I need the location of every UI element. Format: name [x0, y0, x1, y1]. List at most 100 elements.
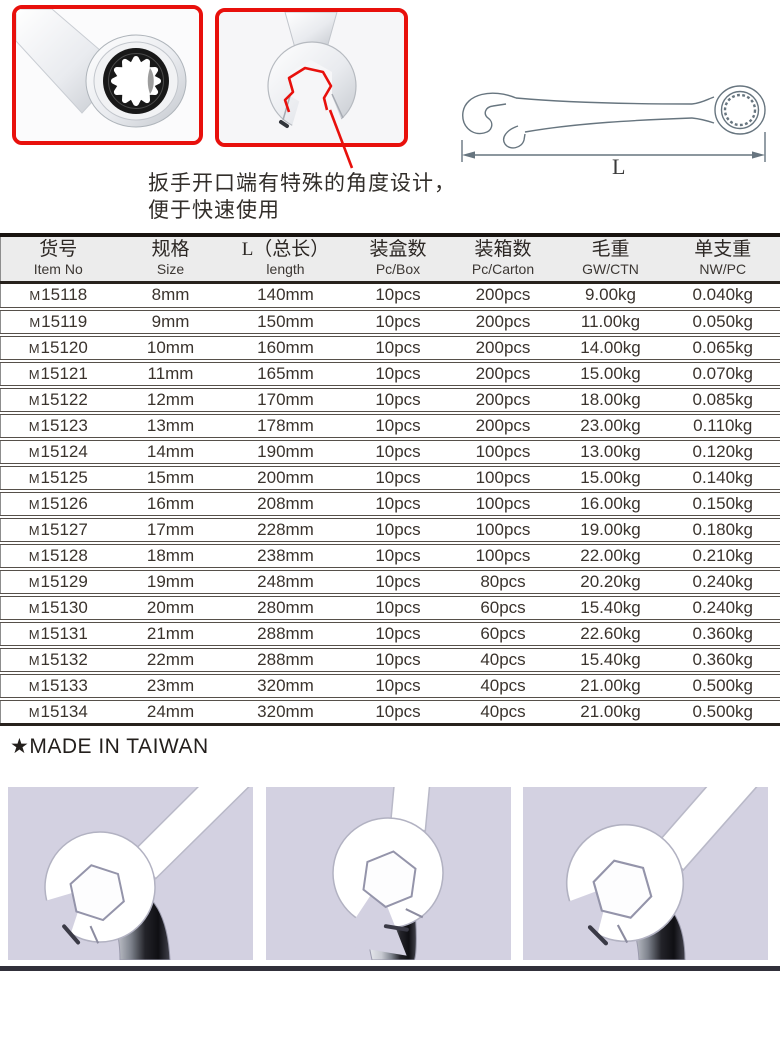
cell-size: 19mm	[115, 568, 226, 597]
open-end-special-angle-icon	[219, 12, 404, 143]
cell-pc-carton: 40pcs	[450, 646, 556, 675]
cell-length: 320mm	[225, 672, 346, 701]
cell-length: 288mm	[225, 620, 346, 649]
cell-length: 190mm	[225, 438, 346, 467]
cell-size: 8mm	[115, 282, 226, 311]
cell-length: 280mm	[225, 594, 346, 623]
cell-pc-box: 10pcs	[345, 308, 451, 337]
cell-length: 228mm	[225, 516, 346, 545]
cell-length: 248mm	[225, 568, 346, 597]
table-row: M15122 12mm 170mm 10pcs 200pcs 18.00kg 0…	[0, 386, 780, 415]
cell-item-no: M15129	[0, 568, 116, 597]
table-row: M15120 10mm 160mm 10pcs 200pcs 14.00kg 0…	[0, 334, 780, 363]
cell-item-no: M15130	[0, 594, 116, 623]
cell-pc-box: 10pcs	[345, 386, 451, 415]
cell-gw: 23.00kg	[555, 412, 666, 441]
cell-nw: 0.140kg	[665, 464, 780, 493]
header-pc-box: 装盒数 Pc/Box	[345, 235, 451, 284]
cell-gw: 20.20kg	[555, 568, 666, 597]
table-row: M15125 15mm 200mm 10pcs 100pcs 15.00kg 0…	[0, 464, 780, 493]
cell-item-no: M15123	[0, 412, 116, 441]
cell-gw: 13.00kg	[555, 438, 666, 467]
cell-size: 20mm	[115, 594, 226, 623]
cell-pc-carton: 200pcs	[450, 334, 556, 363]
cell-nw: 0.040kg	[665, 282, 780, 311]
usage-photo-2	[265, 787, 511, 960]
table-row: M15118 8mm 140mm 10pcs 200pcs 9.00kg 0.0…	[0, 282, 780, 311]
table-row: M15124 14mm 190mm 10pcs 100pcs 13.00kg 0…	[0, 438, 780, 467]
cell-size: 21mm	[115, 620, 226, 649]
cell-pc-carton: 100pcs	[450, 438, 556, 467]
table-row: M15119 9mm 150mm 10pcs 200pcs 11.00kg 0.…	[0, 308, 780, 337]
cell-nw: 0.500kg	[665, 672, 780, 701]
cell-gw: 18.00kg	[555, 386, 666, 415]
combination-wrench-outline-icon: L	[461, 85, 766, 176]
cell-pc-carton: 200pcs	[450, 308, 556, 337]
cell-length: 140mm	[225, 282, 346, 311]
cell-length: 150mm	[225, 308, 346, 337]
cell-pc-box: 10pcs	[345, 438, 451, 467]
table-row: M15127 17mm 228mm 10pcs 100pcs 19.00kg 0…	[0, 516, 780, 545]
cell-nw: 0.065kg	[665, 334, 780, 363]
header-item-no: 货号 Item No	[0, 235, 116, 284]
cell-length: 200mm	[225, 464, 346, 493]
header-size: 规格 Size	[115, 235, 226, 284]
usage-photo-3	[523, 787, 768, 960]
cell-pc-carton: 200pcs	[450, 360, 556, 389]
cell-pc-box: 10pcs	[375, 701, 421, 721]
cell-nw: 0.500kg	[692, 701, 754, 721]
wrench-line-drawing: L	[452, 58, 777, 176]
cell-pc-box: 10pcs	[345, 646, 451, 675]
cell-pc-box: 10pcs	[345, 594, 451, 623]
table-row: M15132 22mm 288mm 10pcs 40pcs 15.40kg 0.…	[0, 646, 780, 675]
cell-gw: 21.00kg	[580, 701, 641, 721]
cell-size: 13mm	[115, 412, 226, 441]
cell-gw: 11.00kg	[555, 308, 666, 337]
cell-pc-box: 10pcs	[345, 360, 451, 389]
cell-size: 12mm	[115, 386, 226, 415]
table-row: M15123 13mm 178mm 10pcs 200pcs 23.00kg 0…	[0, 412, 780, 441]
table-row: M15129 19mm 248mm 10pcs 80pcs 20.20kg 0.…	[0, 568, 780, 597]
cell-item-no: M15126	[0, 490, 116, 519]
wrench-grip-photo-1-icon	[8, 787, 253, 960]
cell-item-no: M15132	[0, 646, 116, 675]
usage-photos-row	[8, 787, 768, 960]
made-in-taiwan-note: ★MADE IN TAIWAN	[10, 735, 209, 758]
cell-gw: 22.60kg	[555, 620, 666, 649]
header-length: L（总长） length	[225, 235, 346, 284]
cell-item-no: M15128	[0, 542, 116, 571]
cell-pc-carton: 60pcs	[450, 594, 556, 623]
top-illustration-section: L 扳手开口端有特殊的角度设计， 便于快速使用	[0, 0, 780, 233]
cell-length: 320mm	[257, 701, 314, 721]
cell-length: 165mm	[225, 360, 346, 389]
cell-item-no: M15134	[28, 701, 88, 721]
cell-pc-box: 10pcs	[345, 568, 451, 597]
cell-size: 16mm	[115, 490, 226, 519]
table-row: M15131 21mm 288mm 10pcs 60pcs 22.60kg 0.…	[0, 620, 780, 649]
feature-annotation: 扳手开口端有特殊的角度设计， 便于快速使用	[148, 170, 456, 224]
cell-nw: 0.120kg	[665, 438, 780, 467]
cell-pc-box: 10pcs	[345, 282, 451, 311]
dimension-label: L	[612, 154, 625, 176]
cell-size: 24mm	[146, 701, 195, 721]
cell-length: 170mm	[225, 386, 346, 415]
annotation-line-1: 扳手开口端有特殊的角度设计，	[148, 172, 456, 195]
cell-item-no: M15127	[0, 516, 116, 545]
header-gw: 毛重 GW/CTN	[555, 235, 666, 284]
cell-pc-carton: 80pcs	[450, 568, 556, 597]
cell-pc-carton: 100pcs	[450, 464, 556, 493]
cell-pc-carton: 100pcs	[450, 542, 556, 571]
usage-photo-1	[8, 787, 253, 960]
cell-gw: 19.00kg	[555, 516, 666, 545]
spec-table: 货号 Item No 规格 Size L（总长） length 装盒数 Pc/Box 装…	[0, 233, 780, 726]
cell-size: 22mm	[115, 646, 226, 675]
cell-pc-carton: 40pcs	[450, 672, 556, 701]
cell-gw: 15.00kg	[555, 360, 666, 389]
wrench-grip-photo-2-icon	[265, 787, 511, 960]
cell-item-no: M15122	[0, 386, 116, 415]
product-photo-ring-end	[12, 5, 203, 145]
table-row: M15121 11mm 165mm 10pcs 200pcs 15.00kg 0…	[0, 360, 780, 389]
cell-pc-box: 10pcs	[345, 672, 451, 701]
page-bottom-rule	[0, 966, 780, 971]
cell-nw: 0.240kg	[665, 594, 780, 623]
